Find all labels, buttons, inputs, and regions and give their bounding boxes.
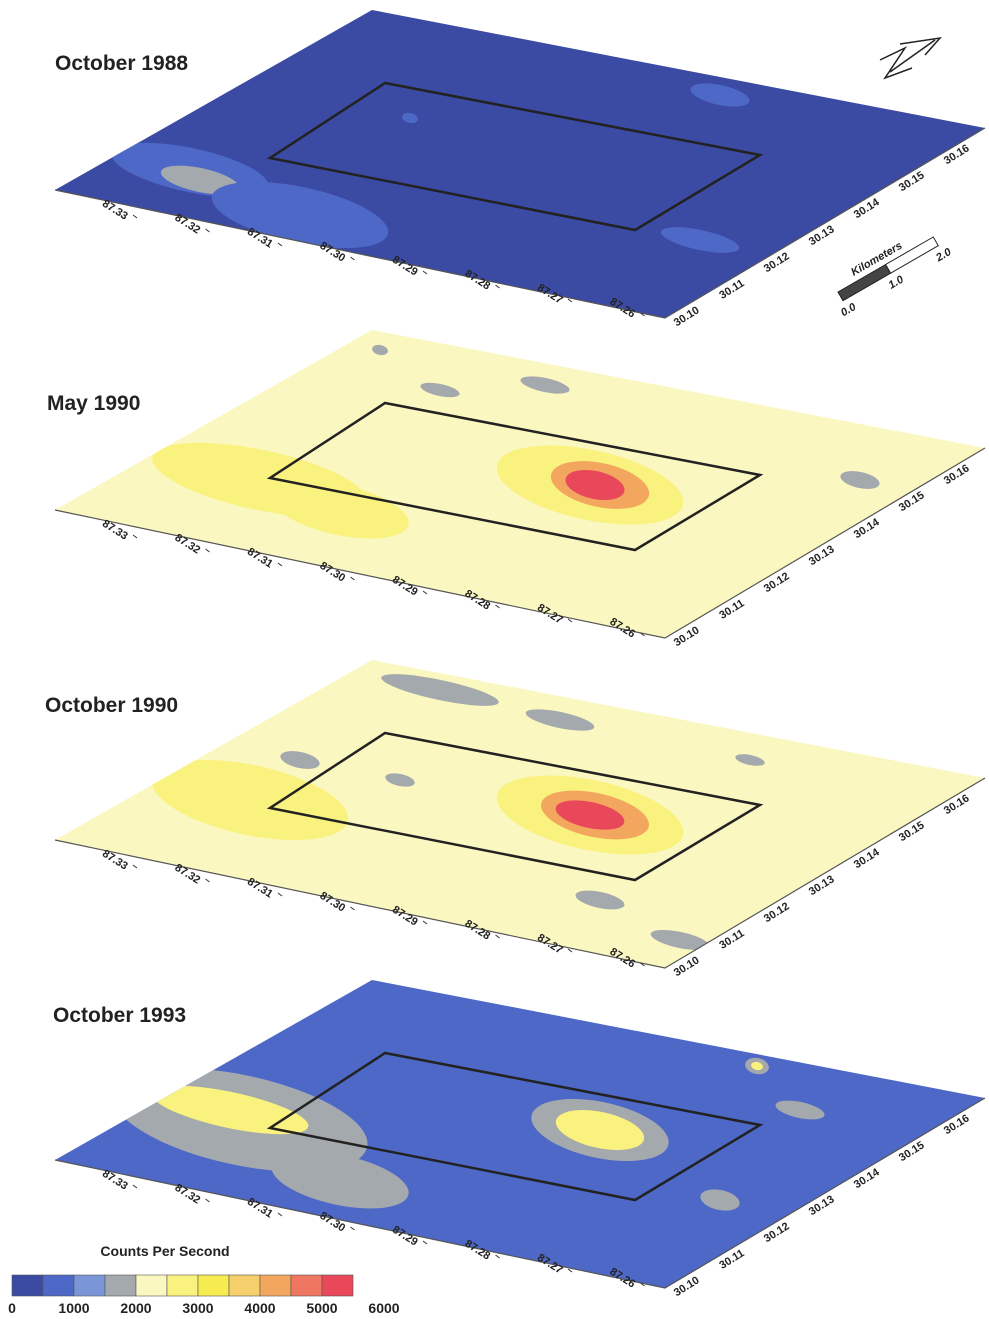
legend-swatch <box>12 1275 43 1296</box>
legend-label: 3000 <box>182 1300 213 1316</box>
legend-label: 2000 <box>120 1300 151 1316</box>
tick-mark <box>206 229 210 232</box>
north-arrow <box>880 38 940 78</box>
legend-swatch <box>74 1275 105 1296</box>
legend-swatch <box>105 1275 136 1296</box>
legend-label: 4000 <box>244 1300 275 1316</box>
panel-title: October 1988 <box>55 52 188 75</box>
tick-mark <box>133 865 137 868</box>
panel-title: October 1990 <box>45 694 178 717</box>
tick-mark <box>568 299 572 302</box>
legend-label: 6000 <box>368 1300 399 1316</box>
tick-mark <box>351 257 355 260</box>
tick-mark <box>206 549 210 552</box>
legend-swatch <box>136 1275 167 1296</box>
panel-title: May 1990 <box>47 392 140 415</box>
legend-title: Counts Per Second <box>100 1243 229 1259</box>
map-panel: 87.3387.3287.3187.3087.2987.2887.2787.26… <box>55 330 985 649</box>
tick-mark <box>568 1269 572 1272</box>
tick-mark <box>423 1241 427 1244</box>
legend-swatch <box>322 1275 353 1296</box>
tick-mark <box>206 1199 210 1202</box>
legend-label: 1000 <box>58 1300 89 1316</box>
legend-label: 0 <box>8 1300 16 1316</box>
tick-mark <box>133 1185 137 1188</box>
tick-mark <box>568 949 572 952</box>
tick-mark <box>496 285 500 288</box>
tick-mark <box>351 907 355 910</box>
tick-mark <box>133 215 137 218</box>
legend-swatch <box>260 1275 291 1296</box>
tick-mark <box>496 605 500 608</box>
tick-mark <box>278 893 282 896</box>
tick-mark <box>133 535 137 538</box>
legend-swatch <box>229 1275 260 1296</box>
tick-mark <box>496 1255 500 1258</box>
map-panel: 87.3387.3287.3187.3087.2987.2887.2787.26… <box>55 10 985 329</box>
tick-mark <box>278 563 282 566</box>
tick-mark <box>351 1227 355 1230</box>
tick-mark <box>278 1213 282 1216</box>
tick-mark <box>351 577 355 580</box>
legend-swatch <box>43 1275 74 1296</box>
tick-mark <box>423 591 427 594</box>
tick-mark <box>278 243 282 246</box>
panel-title: October 1993 <box>53 1004 186 1027</box>
scale-label: 0.0 <box>839 301 859 319</box>
legend-swatch <box>198 1275 229 1296</box>
legend-swatch <box>291 1275 322 1296</box>
scale-bar: 0.0 1.0 2.0 Kilometers <box>824 220 954 319</box>
tick-mark <box>568 619 572 622</box>
map-panel: 87.3387.3287.3187.3087.2987.2887.2787.26… <box>55 660 985 979</box>
legend-label: 5000 <box>306 1300 337 1316</box>
legend-swatch <box>167 1275 198 1296</box>
scale-label: 2.0 <box>933 246 954 265</box>
tick-mark <box>423 271 427 274</box>
figure: 0.0 1.0 2.0 Kilometers Counts Per Second… <box>0 0 989 1319</box>
tick-mark <box>206 879 210 882</box>
tick-mark <box>423 921 427 924</box>
tick-mark <box>496 935 500 938</box>
scale-label: 1.0 <box>887 273 907 291</box>
